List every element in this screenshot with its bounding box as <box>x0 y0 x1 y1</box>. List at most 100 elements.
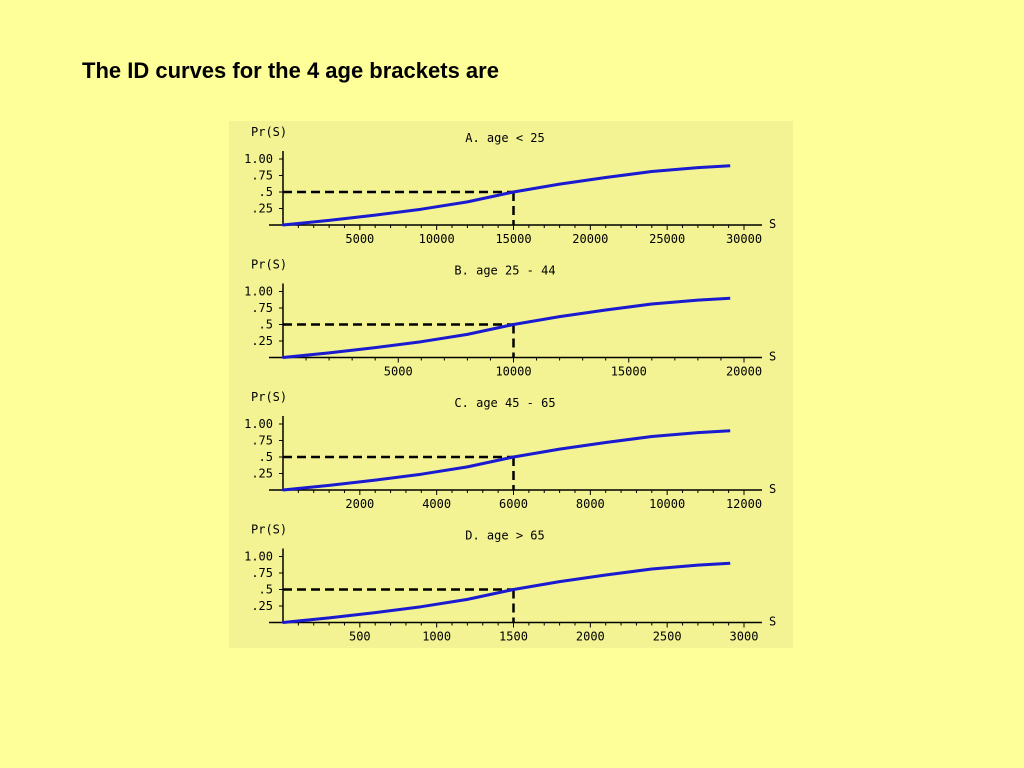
y-tick-label: 1.00 <box>244 285 273 299</box>
curve-point <box>374 213 377 217</box>
curve-point <box>696 166 700 169</box>
x-tick-label: 2500 <box>653 630 682 644</box>
y-tick-label: .5 <box>259 583 273 597</box>
y-axis-label: Pr(S) <box>251 258 287 272</box>
curve-point <box>466 598 469 601</box>
curve-point <box>558 580 561 583</box>
id-curve <box>282 429 731 492</box>
x-axis-label: S <box>769 217 776 231</box>
y-tick-label: .25 <box>251 467 273 481</box>
y-tick-label: 1.00 <box>244 417 273 431</box>
y-tick-label: .5 <box>259 450 273 464</box>
y-tick-label: .25 <box>251 599 273 613</box>
curve-point <box>558 315 561 318</box>
curve-point <box>466 333 469 336</box>
x-tick-label: 4000 <box>422 497 451 511</box>
id-curve <box>282 296 731 359</box>
x-axis-label: S <box>769 615 776 629</box>
chart-title: C. age 45 - 65 <box>454 396 555 410</box>
curve-point <box>327 219 331 222</box>
curve-point <box>512 190 515 194</box>
x-tick-label: 1000 <box>422 630 451 644</box>
x-tick-label: 12000 <box>726 497 762 511</box>
curve-point <box>512 455 515 459</box>
x-tick-label: 10000 <box>495 365 531 379</box>
y-tick-label: 1.00 <box>244 152 273 166</box>
chart-panel-b: Pr(S) B. age 25 - 44 S .25 .5 .75 1.00 5000 1000… <box>244 258 776 379</box>
x-tick-label: 15000 <box>495 232 531 246</box>
curve-point <box>650 170 653 173</box>
curve-point <box>558 447 561 451</box>
curve-point <box>420 472 423 476</box>
chart-title: A. age < 25 <box>465 131 544 145</box>
x-tick-label: 2000 <box>345 497 374 511</box>
curve-point <box>604 573 607 577</box>
curve-point <box>327 616 331 620</box>
curve-point <box>512 588 515 591</box>
curve-point <box>420 605 423 608</box>
curve-point <box>420 340 423 343</box>
y-tick-label: .75 <box>251 301 273 315</box>
curve-point <box>650 435 653 438</box>
x-tick-label: 2000 <box>576 630 605 644</box>
id-curves-figure: Pr(S) A. age < 25 S .25 .5 .75 1.00 5000 10000 15… <box>229 121 793 648</box>
chart-title: D. age > 65 <box>465 529 544 543</box>
x-tick-label: 25000 <box>649 232 685 246</box>
slide-title: The ID curves for the 4 age brackets are <box>82 58 499 83</box>
curve-point <box>604 308 607 312</box>
y-axis-label: Pr(S) <box>251 523 287 537</box>
y-axis-label: Pr(S) <box>251 390 287 404</box>
y-tick-label: .25 <box>251 202 273 216</box>
x-tick-label: 5000 <box>345 232 374 246</box>
x-tick-label: 8000 <box>576 497 605 511</box>
id-curve <box>282 561 731 624</box>
id-curve <box>282 164 731 227</box>
x-tick-label: 10000 <box>649 497 685 511</box>
x-tick-label: 10000 <box>419 232 455 246</box>
curve-point <box>327 351 331 355</box>
x-tick-label: 20000 <box>572 232 608 246</box>
chart-panel-a: Pr(S) A. age < 25 S .25 .5 .75 1.00 5000 10000 15… <box>244 125 776 246</box>
y-tick-label: .75 <box>251 434 273 448</box>
x-tick-label: 500 <box>349 630 371 644</box>
x-axis-label: S <box>769 482 776 496</box>
y-tick-label: .5 <box>259 318 273 332</box>
y-tick-label: .75 <box>251 566 273 580</box>
curve-point <box>374 478 377 482</box>
x-tick-label: 15000 <box>611 365 647 379</box>
curve-point <box>512 323 515 326</box>
curve-point <box>281 488 285 492</box>
curve-point <box>466 465 469 469</box>
x-tick-label: 6000 <box>499 497 528 511</box>
curve-point <box>420 207 423 211</box>
curve-point <box>558 182 561 186</box>
curve-point <box>650 567 653 571</box>
curve-point <box>374 346 377 349</box>
y-tick-label: .5 <box>259 185 273 199</box>
chart-panel-c: Pr(S) C. age 45 - 65 S .25 .5 .75 1.00 2000 4000… <box>244 390 776 511</box>
curve-point <box>696 431 700 434</box>
y-tick-label: .25 <box>251 334 273 348</box>
curve-point <box>374 611 377 614</box>
curve-point <box>604 441 607 444</box>
curve-point <box>281 621 285 624</box>
y-tick-label: .75 <box>251 169 273 183</box>
curve-point <box>327 484 331 487</box>
chart-title: B. age 25 - 44 <box>454 264 555 278</box>
chart-panel-d: Pr(S) D. age > 65 S .25 .5 .75 1.00 500 1000 1500… <box>244 523 776 644</box>
curve-point <box>696 298 700 302</box>
y-tick-label: 1.00 <box>244 550 273 564</box>
x-axis-label: S <box>769 350 776 364</box>
y-axis-label: Pr(S) <box>251 125 287 139</box>
x-tick-label: 30000 <box>726 232 762 246</box>
x-tick-label: 20000 <box>726 365 762 379</box>
curve-point <box>466 200 469 204</box>
curve-point <box>281 223 285 227</box>
charts-svg: Pr(S) A. age < 25 S .25 .5 .75 1.00 5000 10000 15… <box>244 125 776 644</box>
x-tick-label: 3000 <box>730 630 759 644</box>
curve-point <box>604 176 607 179</box>
x-tick-label: 5000 <box>384 365 413 379</box>
curve-point <box>650 302 653 306</box>
curve-point <box>696 563 700 567</box>
curve-point <box>281 356 285 359</box>
